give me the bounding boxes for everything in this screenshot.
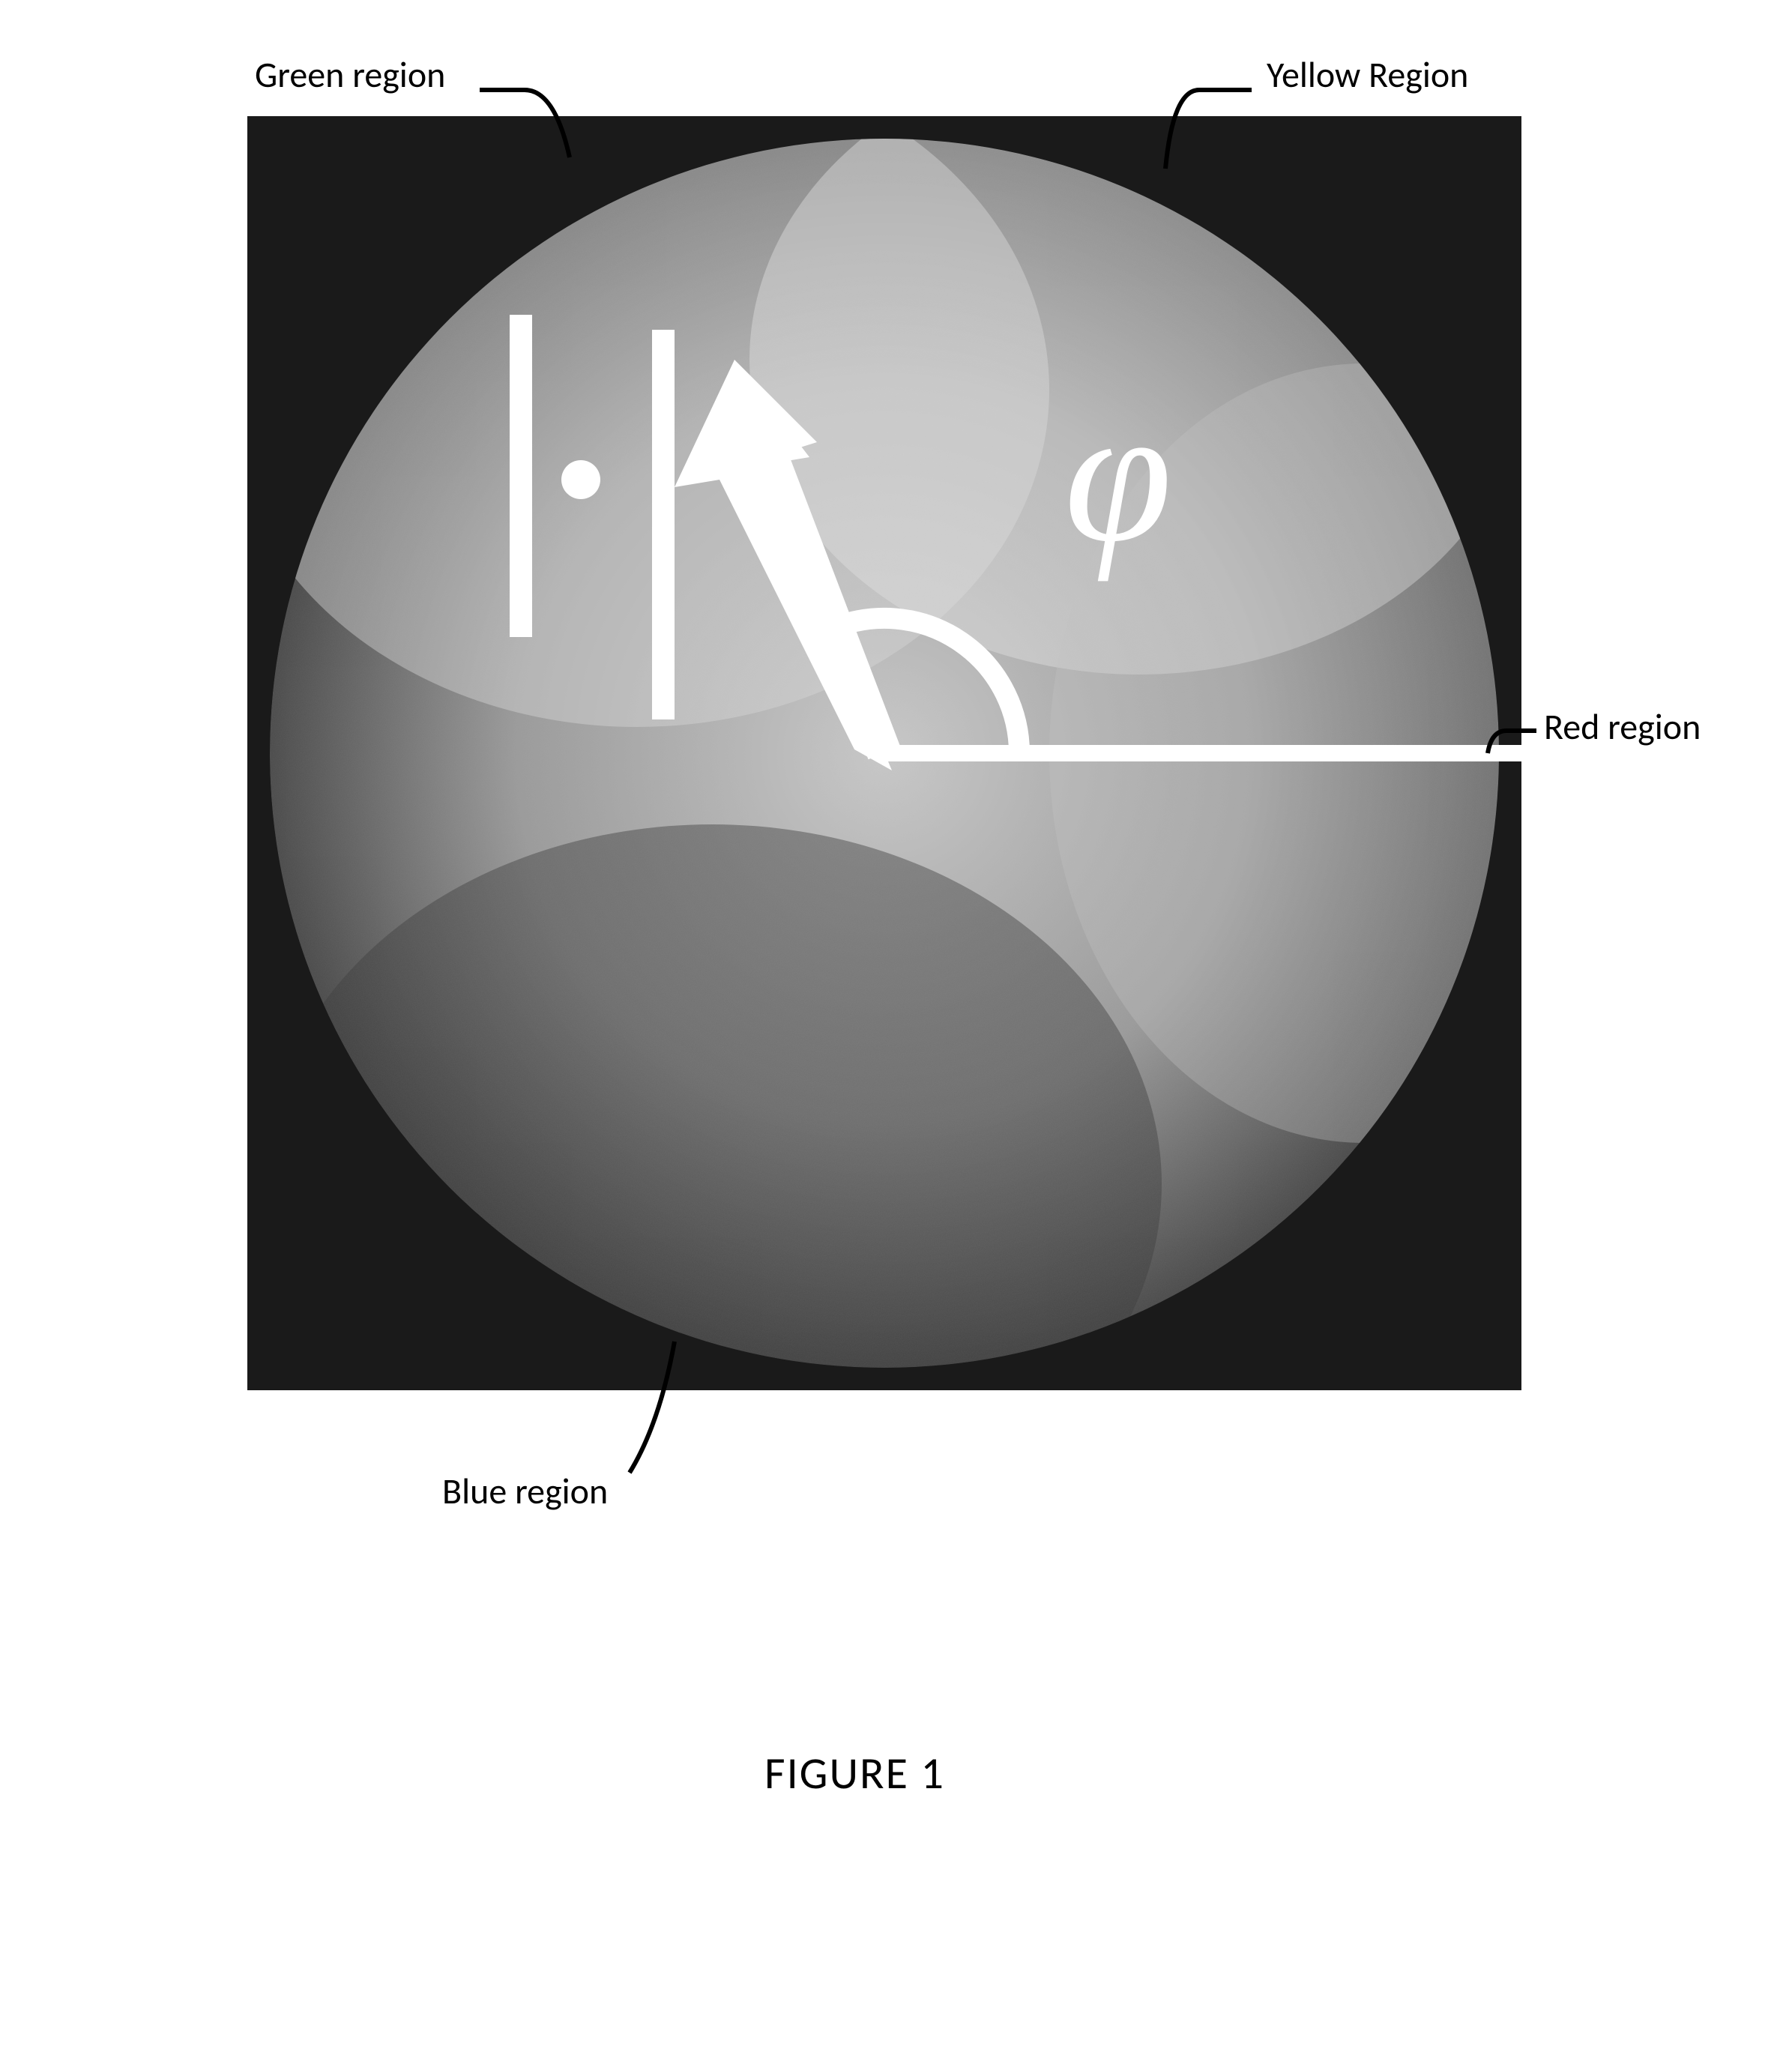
label-red-region: Red region <box>1544 704 1701 749</box>
label-blue-region: Blue region <box>442 1469 608 1513</box>
figure-page: φ Green region Yellow Region Red region … <box>0 0 1792 2061</box>
magnitude-bar-inner <box>652 330 675 719</box>
label-yellow-region: Yellow Region <box>1267 52 1468 97</box>
label-green-region: Green region <box>255 52 445 97</box>
phi-symbol: φ <box>1064 366 1172 582</box>
magnitude-dot <box>561 460 600 499</box>
hsv-wheel-diagram: φ <box>0 0 1792 1649</box>
figure-caption: FIGURE 1 <box>764 1746 945 1801</box>
magnitude-bar-outer <box>510 315 532 637</box>
